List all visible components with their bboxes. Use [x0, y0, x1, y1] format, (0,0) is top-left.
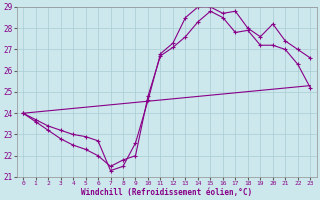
X-axis label: Windchill (Refroidissement éolien,°C): Windchill (Refroidissement éolien,°C)	[81, 188, 252, 197]
